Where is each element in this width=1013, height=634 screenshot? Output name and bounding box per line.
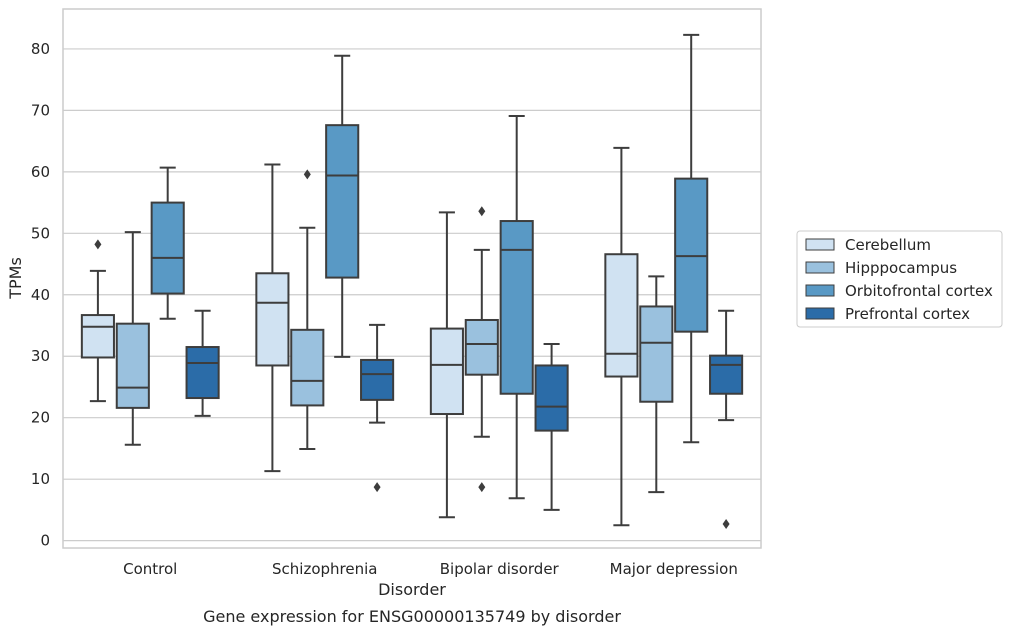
box-cerebellum <box>429 211 464 519</box>
legend-swatch <box>805 238 835 251</box>
outlier-point <box>94 239 102 250</box>
legend-label: Orbitofrontal cortex <box>845 282 993 300</box>
box-hipppocampus <box>115 231 150 446</box>
y-tick-label: 0 <box>40 532 50 550</box>
y-tick-label: 70 <box>31 101 50 119</box>
outlier-point <box>722 519 730 530</box>
y-tick-label: 30 <box>31 347 50 365</box>
box-orbitofrontal-cortex <box>325 54 360 358</box>
iqr-box <box>290 328 325 407</box>
iqr-box <box>639 305 674 403</box>
iqr-box <box>80 314 115 359</box>
y-tick-label: 40 <box>31 286 50 304</box>
legend-label: Cerebellum <box>845 236 931 254</box>
iqr-box <box>325 124 360 279</box>
legend-frame <box>796 230 1003 328</box>
iqr-box <box>115 322 150 409</box>
y-axis-label: TPMs <box>6 257 25 300</box>
legend-label: Hipppocampus <box>845 259 957 277</box>
outlier-point <box>373 482 381 493</box>
outlier-point <box>303 169 311 180</box>
legend-swatch <box>805 261 835 274</box>
x-tick-label: Schizophrenia <box>272 560 377 578</box>
iqr-box <box>709 354 744 395</box>
iqr-box <box>604 253 639 378</box>
iqr-box <box>360 358 395 401</box>
box-prefrontal-cortex <box>360 323 395 493</box>
box-orbitofrontal-cortex <box>499 114 534 500</box>
legend-item: Prefrontal cortex <box>805 305 970 323</box>
iqr-box <box>429 327 464 416</box>
box-cerebellum <box>604 146 639 527</box>
iqr-box <box>150 201 185 295</box>
outlier-point <box>478 206 486 217</box>
iqr-box <box>255 272 290 367</box>
iqr-box <box>464 318 499 376</box>
box-prefrontal-cortex <box>185 309 220 417</box>
box-cerebellum <box>80 239 115 403</box>
legend-item: Hipppocampus <box>805 259 957 277</box>
box-hipppocampus <box>639 275 674 494</box>
x-axis-label: Disorder <box>378 580 446 599</box>
box-orbitofrontal-cortex <box>150 166 185 320</box>
x-tick-labels: Control Schizophrenia Bipolar disorder Majo… <box>123 560 738 578</box>
boxes <box>80 33 744 530</box>
box-prefrontal-cortex <box>709 309 744 530</box>
y-tick-label: 80 <box>31 40 50 58</box>
plot-area <box>62 8 762 549</box>
x-tick-label: Bipolar disorder <box>440 560 560 578</box>
legend-item: Cerebellum <box>805 236 931 254</box>
box-orbitofrontal-cortex <box>674 33 709 444</box>
legend: Cerebellum Hipppocampus Orbitofrontal cort… <box>796 230 1003 328</box>
x-tick-label: Major depression <box>610 560 738 578</box>
box-prefrontal-cortex <box>534 342 569 511</box>
legend-swatch <box>805 284 835 297</box>
legend-swatch <box>805 307 835 320</box>
box-hipppocampus <box>464 206 499 493</box>
iqr-box <box>185 346 220 400</box>
outlier-point <box>478 482 486 493</box>
iqr-box <box>534 364 569 432</box>
box-hipppocampus <box>290 169 325 451</box>
legend-item: Orbitofrontal cortex <box>805 282 993 300</box>
box-cerebellum <box>255 163 290 473</box>
chart-caption: Gene expression for ENSG00000135749 by d… <box>203 607 621 626</box>
y-tick-label: 10 <box>31 470 50 488</box>
x-tick-label: Control <box>123 560 177 578</box>
iqr-box <box>499 220 534 395</box>
y-tick-labels: 0 10 20 30 40 50 60 70 80 <box>31 40 50 550</box>
legend-label: Prefrontal cortex <box>845 305 970 323</box>
y-tick-label: 60 <box>31 163 50 181</box>
y-tick-label: 20 <box>31 409 50 427</box>
y-tick-label: 50 <box>31 224 50 242</box>
